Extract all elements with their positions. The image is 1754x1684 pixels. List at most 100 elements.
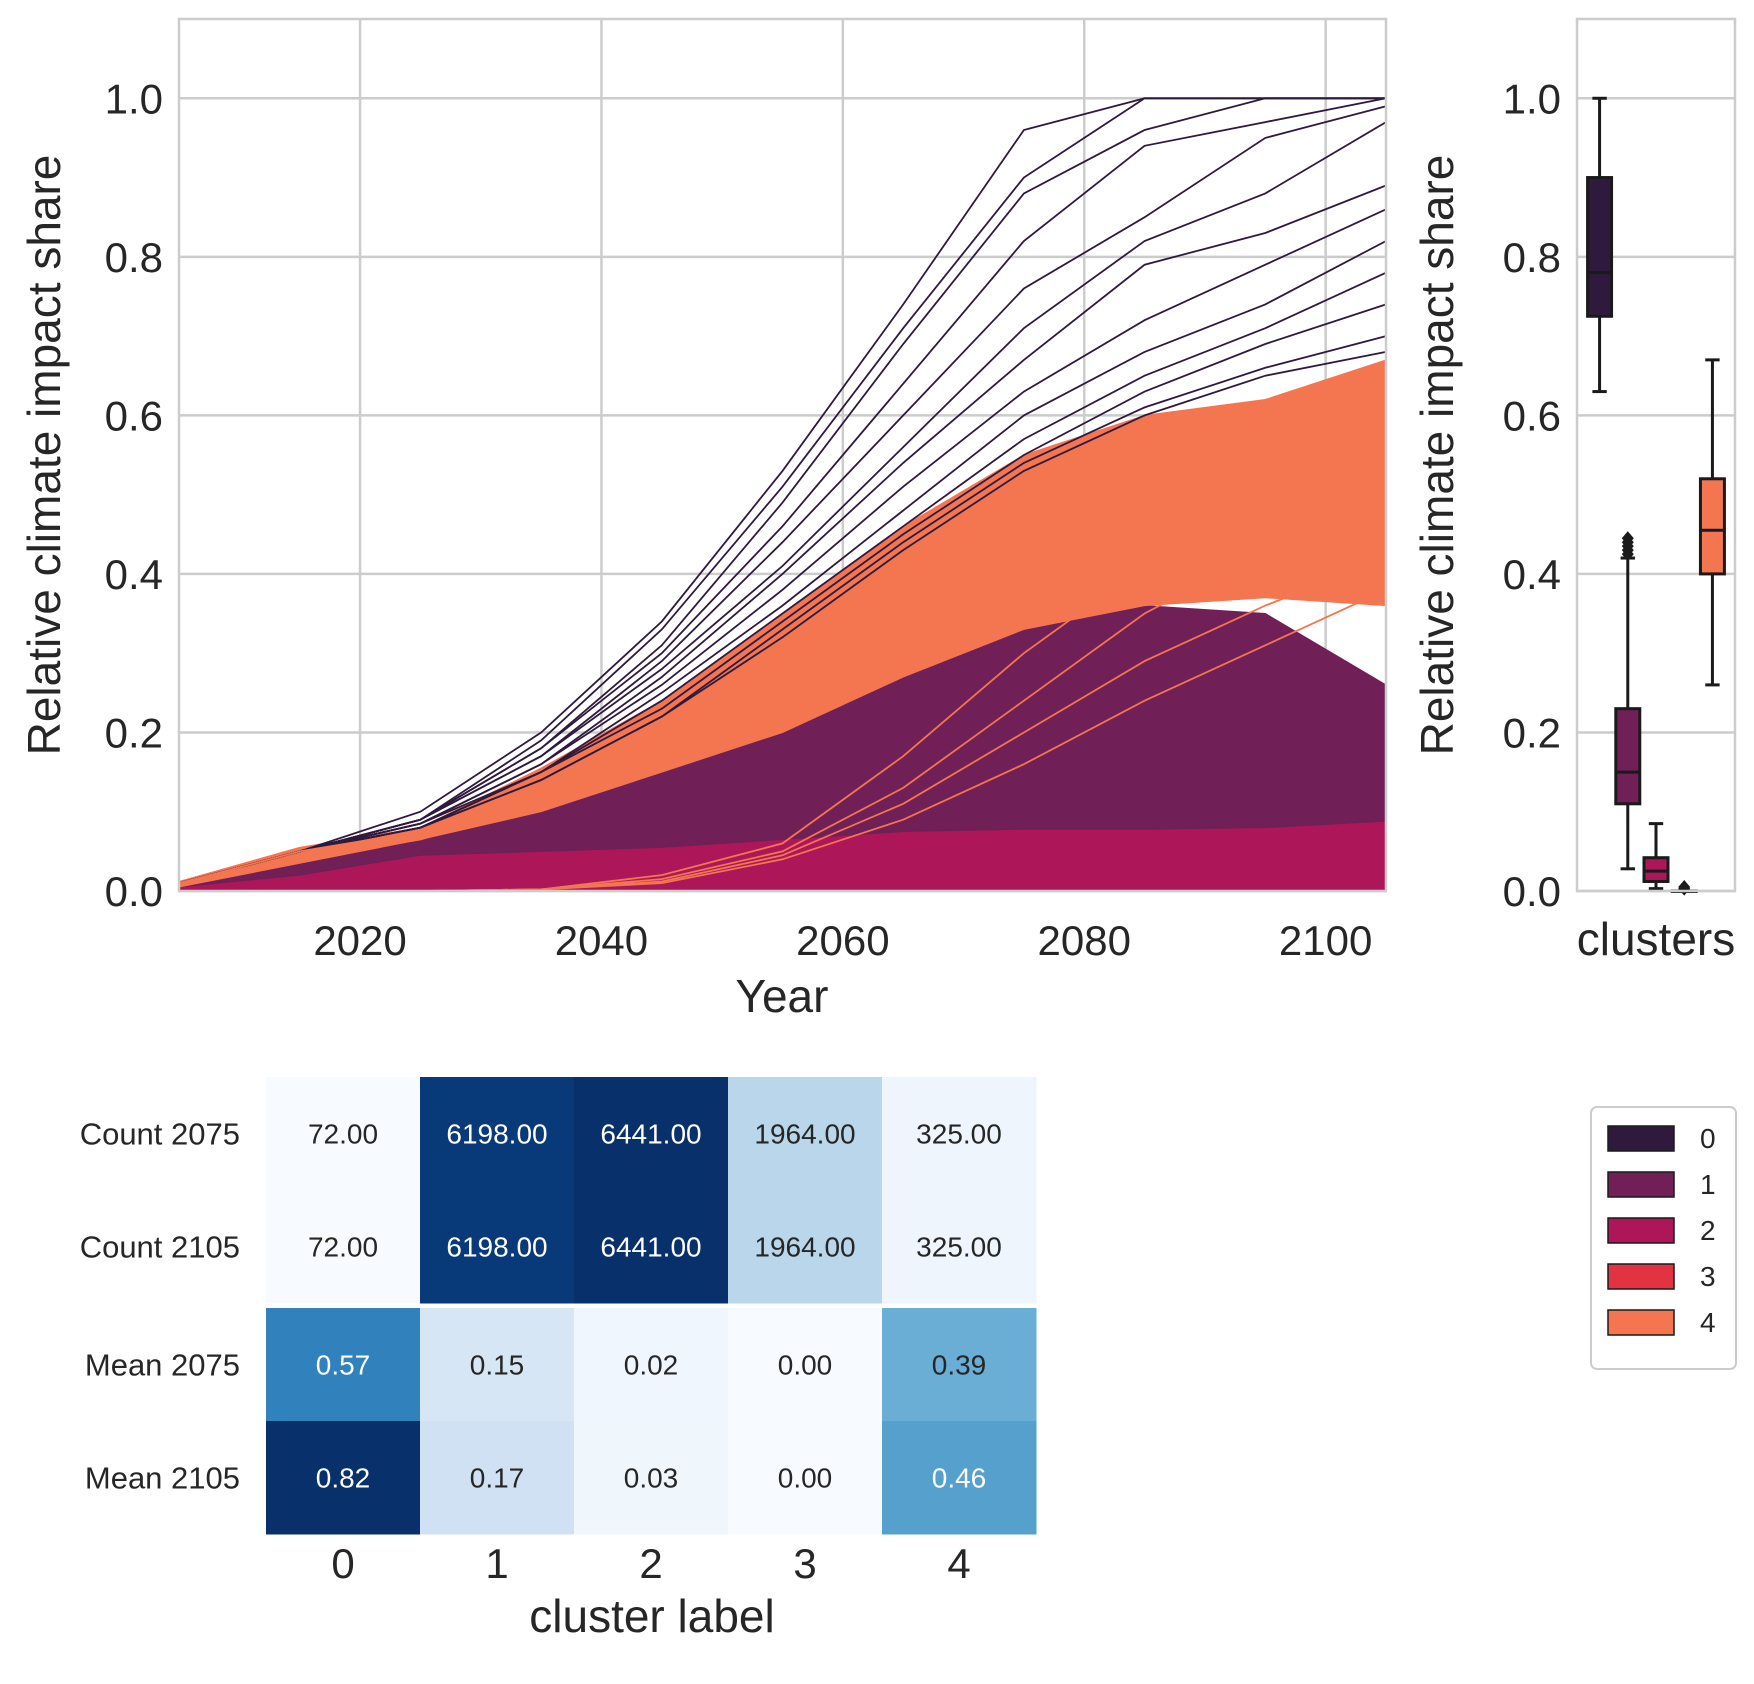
heatmap: 72.00 6198.00 6441.00 1964.00 325.00 72.00 619… [80,1077,1037,1642]
heatmap-column-label: 4 [947,1540,970,1587]
heatmap-cell-value: 325.00 [916,1119,1002,1150]
heatmap-cell [728,1077,883,1191]
x-tick-label: 2020 [313,917,406,964]
box-plot-tick-labels: 0.0 0.2 0.4 0.6 0.8 1.0 [1503,75,1561,915]
heatmap-cell [574,1077,729,1191]
legend-swatch [1607,1309,1675,1336]
legend-label: 0 [1700,1123,1716,1154]
box-cluster-2 [1642,822,1670,891]
heatmap-cell-value: 72.00 [308,1119,378,1150]
heatmap-cell [882,1077,1037,1191]
heatmap-cell [882,1308,1037,1422]
y-tick-label: 0.0 [1503,868,1561,915]
heatmap-cell-value: 6441.00 [600,1232,701,1263]
legend-label: 4 [1700,1307,1716,1338]
box-body [1614,707,1642,806]
box-plot-ylabel: Relative climate impact share [1411,155,1463,756]
y-tick-label: 0.8 [105,234,163,281]
heatmap-cell [420,1077,575,1191]
heatmap-cell [420,1421,575,1535]
heatmap-cell-value: 0.46 [932,1463,987,1494]
heatmap-cell [882,1190,1037,1304]
x-tick-label: 2080 [1038,917,1131,964]
box-cluster-1 [1614,531,1642,871]
y-tick-label: 0.2 [1503,709,1561,756]
legend-swatch [1607,1171,1675,1198]
heatmap-cell [420,1190,575,1304]
y-tick-label: 0.4 [1503,551,1561,598]
heatmap-cell-value: 0.00 [778,1350,833,1381]
y-tick-label: 0.0 [105,868,163,915]
line-chart-ylabel: Relative climate impact share [18,155,70,756]
heatmap-xlabel: cluster label [529,1590,774,1642]
heatmap-cell [266,1077,421,1191]
heatmap-cell-value: 325.00 [916,1232,1002,1263]
heatmap-cell [728,1190,883,1304]
legend-swatch [1607,1217,1675,1244]
legend-swatch [1607,1125,1675,1152]
line-chart-bands [178,359,1387,892]
y-tick-label: 0.6 [105,392,163,439]
heatmap-cell [266,1308,421,1422]
legend-label: 3 [1700,1261,1716,1292]
y-tick-label: 1.0 [1503,75,1561,122]
y-tick-label: 1.0 [105,75,163,122]
series-line [178,351,1387,884]
heatmap-cell-value: 0.82 [316,1463,371,1494]
heatmap-column-label: 3 [793,1540,816,1587]
heatmap-cell-value: 0.00 [778,1463,833,1494]
heatmap-cell-value: 0.15 [470,1350,525,1381]
heatmap-cell [882,1421,1037,1535]
heatmap-row-labels: Count 2075 Count 2105 Mean 2075 Mean 2105 [80,1117,240,1496]
heatmap-cell-value: 1964.00 [754,1119,855,1150]
y-tick-label: 0.8 [1503,234,1561,281]
box-body [1698,477,1726,576]
legend-label: 1 [1700,1169,1716,1200]
x-tick-label: 2040 [555,917,648,964]
box-body [1642,856,1670,883]
x-tick-label: 2060 [796,917,889,964]
box-plot-frame [1575,17,1737,893]
series-line [178,414,1387,884]
line-chart-tick-labels: 2020 2040 2060 2080 2100 0.0 0.2 0.4 0.6 0.8 1.0 [105,75,1373,964]
heatmap-cell-value: 0.03 [624,1463,679,1494]
heatmap-cell-value: 72.00 [308,1232,378,1263]
box-plot: 0.0 0.2 0.4 0.6 0.8 1.0 clusters Relative cli… [1411,17,1737,965]
heatmap-cell [420,1308,575,1422]
legend-swatch [1607,1263,1675,1290]
heatmap-column-label: 0 [331,1540,354,1587]
legend-items: 0 1 2 3 4 [1607,1123,1716,1338]
line-chart-xlabel: Year [736,970,829,1022]
y-tick-label: 0.6 [1503,392,1561,439]
heatmap-cells: 72.00 6198.00 6441.00 1964.00 325.00 72.00 619… [266,1077,1037,1535]
heatmap-row-label: Count 2105 [80,1230,240,1265]
heatmap-cell [266,1190,421,1304]
box-body [1586,176,1614,318]
heatmap-cell [574,1421,729,1535]
heatmap-cell-value: 0.17 [470,1463,525,1494]
y-tick-label: 0.4 [105,551,163,598]
series-line [178,240,1387,884]
box-plot-xlabel: clusters [1577,913,1735,965]
legend-label: 2 [1700,1215,1716,1246]
heatmap-column-labels: 0 1 2 3 4 [331,1540,970,1587]
series-line [178,541,1387,884]
legend: 0 1 2 3 4 [1590,1106,1737,1370]
x-tick-label: 2100 [1279,917,1372,964]
series-line [178,121,1387,884]
heatmap-column-label: 1 [485,1540,508,1587]
heatmap-cell-value: 1964.00 [754,1232,855,1263]
heatmap-column-label: 2 [639,1540,662,1587]
heatmap-cell [574,1190,729,1304]
heatmap-cell-value: 0.57 [316,1350,371,1381]
heatmap-row-label: Mean 2075 [85,1348,240,1383]
line-chart-frame [177,17,1388,893]
heatmap-row-label: Mean 2105 [85,1461,240,1496]
heatmap-row-label: Count 2075 [80,1117,240,1152]
box-flier [1621,531,1634,546]
heatmap-cell [728,1308,883,1422]
heatmap-cell-value: 0.39 [932,1350,987,1381]
line-chart-series [178,97,1387,892]
heatmap-cell [574,1308,729,1422]
